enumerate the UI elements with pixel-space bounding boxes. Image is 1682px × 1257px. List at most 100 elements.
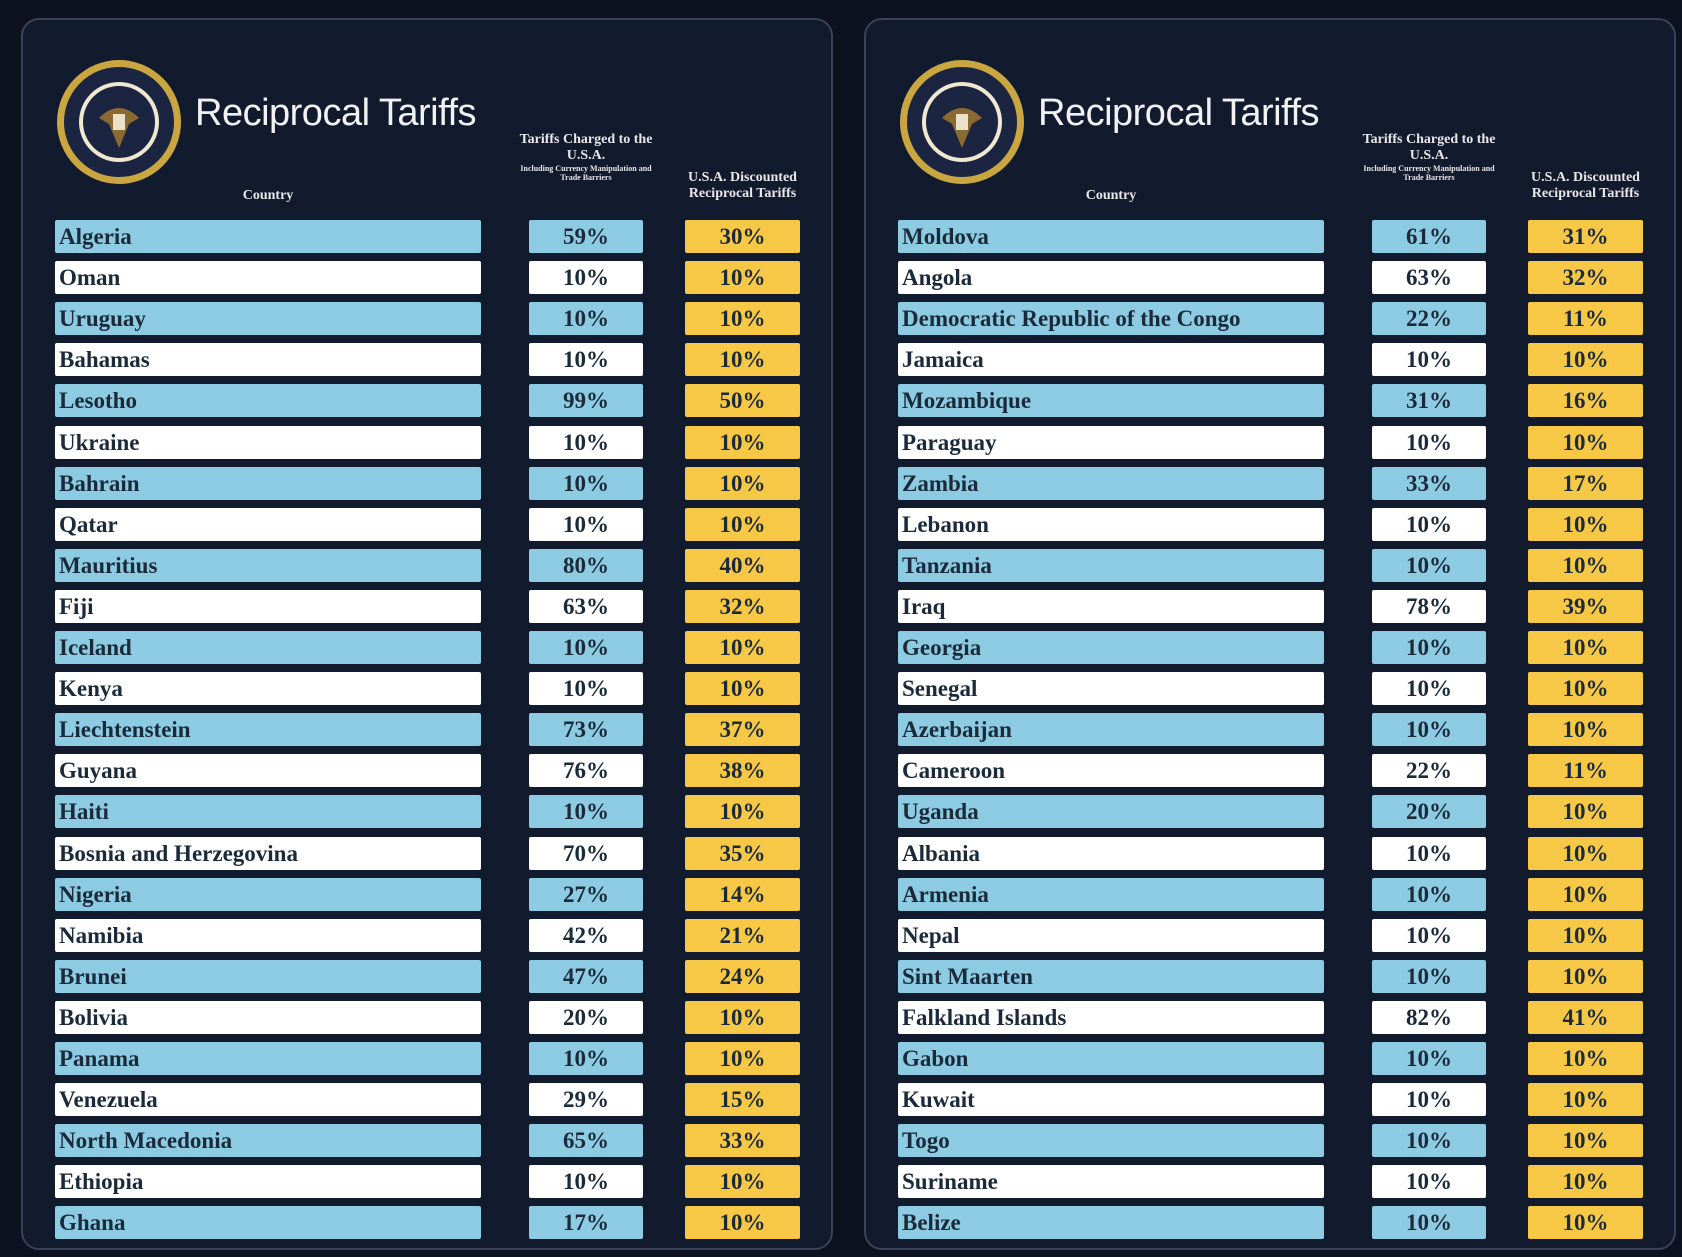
reciprocal-tariff: 39%	[1528, 589, 1643, 623]
tariff-charged: 10%	[1372, 1083, 1486, 1117]
reciprocal-tariff: 10%	[685, 1000, 800, 1034]
panel-title: Reciprocal Tariffs	[1038, 92, 1320, 134]
country: Bosnia and Herzegovina	[55, 836, 481, 870]
tariff-charged: 73%	[529, 713, 643, 747]
reciprocal-tariff: 10%	[1528, 1124, 1643, 1158]
reciprocal-tariff: 10%	[1528, 795, 1643, 829]
tariff-charged: 80%	[529, 548, 643, 582]
presidential-seal	[57, 60, 181, 184]
country: Suriname	[898, 1165, 1324, 1199]
country: Zambia	[898, 466, 1324, 500]
country: Oman	[55, 261, 481, 295]
reciprocal-tariff: 32%	[685, 589, 800, 623]
country: Sint Maarten	[898, 959, 1324, 993]
country: Moldova	[898, 220, 1324, 253]
tariff-charged: 17%	[529, 1206, 643, 1240]
country: Haiti	[55, 795, 481, 829]
country: Cameroon	[898, 754, 1324, 788]
tariff-charged: 10%	[1372, 672, 1486, 706]
reciprocal-tariff: 30%	[685, 220, 800, 253]
reciprocal-tariff: 17%	[1528, 466, 1643, 500]
country: Gabon	[898, 1042, 1324, 1075]
tariff-charged: 33%	[1372, 466, 1486, 500]
panel: Reciprocal Tariffs Country Tariffs Charged…	[864, 18, 1676, 1250]
country: Democratic Republic of the Congo	[898, 302, 1324, 336]
reciprocal-tariff: 10%	[1528, 507, 1643, 541]
country: Jamaica	[898, 343, 1324, 377]
tariff-charged: 10%	[529, 631, 643, 664]
reciprocal-tariff: 11%	[1528, 302, 1643, 336]
country: Paraguay	[898, 425, 1324, 459]
country: Belize	[898, 1206, 1324, 1240]
tariff-charged: 10%	[1372, 713, 1486, 747]
reciprocal-tariff: 21%	[685, 918, 800, 952]
tariff-charged: 61%	[1372, 220, 1486, 253]
country: Ghana	[55, 1206, 481, 1240]
tariff-charged: 29%	[529, 1083, 643, 1117]
country: Togo	[898, 1124, 1324, 1158]
tariff-charged: 10%	[1372, 1042, 1486, 1075]
country: Namibia	[55, 918, 481, 952]
reciprocal-tariff: 10%	[685, 672, 800, 706]
reciprocal-tariff: 41%	[1528, 1000, 1643, 1034]
tariff-charged: 76%	[529, 754, 643, 788]
reciprocal-tariff: 10%	[1528, 343, 1643, 377]
reciprocal-tariff: 11%	[1528, 754, 1643, 788]
reciprocal-tariff: 10%	[1528, 959, 1643, 993]
country: Kuwait	[898, 1083, 1324, 1117]
tariff-charged: 10%	[1372, 548, 1486, 582]
tariff-charged: 10%	[529, 672, 643, 706]
country: Liechtenstein	[55, 713, 481, 747]
tariff-charged: 20%	[1372, 795, 1486, 829]
reciprocal-tariff: 10%	[685, 1042, 800, 1075]
reciprocal-tariff: 14%	[685, 877, 800, 911]
reciprocal-tariff: 10%	[685, 466, 800, 500]
header-text: Tariffs Charged to the U.S.A.	[1362, 132, 1496, 163]
tariff-charged: 10%	[1372, 877, 1486, 911]
country: Algeria	[55, 220, 481, 253]
reciprocal-tariff: 10%	[1528, 425, 1643, 459]
column-header: Country	[242, 188, 294, 203]
presidential-seal	[900, 60, 1024, 184]
country: Georgia	[898, 631, 1324, 664]
reciprocal-tariff: 10%	[1528, 918, 1643, 952]
reciprocal-tariff: 10%	[1528, 672, 1643, 706]
country: Qatar	[55, 507, 481, 541]
tariff-charged: 65%	[529, 1124, 643, 1158]
reciprocal-tariff: 10%	[1528, 877, 1643, 911]
country: Guyana	[55, 754, 481, 788]
tariff-charged: 10%	[529, 302, 643, 336]
country: Bahrain	[55, 466, 481, 500]
country: Iceland	[55, 631, 481, 664]
tariff-charged: 10%	[1372, 631, 1486, 664]
header-note: Including Currency Manipulation and Trad…	[520, 164, 652, 182]
country: Ethiopia	[55, 1165, 481, 1199]
tariff-charged: 42%	[529, 918, 643, 952]
tariff-charged: 10%	[1372, 836, 1486, 870]
reciprocal-tariff: 38%	[685, 754, 800, 788]
tariff-charged: 63%	[529, 589, 643, 623]
tariff-charged: 20%	[529, 1000, 643, 1034]
tariff-charged: 10%	[1372, 507, 1486, 541]
reciprocal-tariff: 15%	[685, 1083, 800, 1117]
reciprocal-tariff: 10%	[1528, 1083, 1643, 1117]
tariff-charged: 10%	[529, 343, 643, 377]
tariff-charged: 78%	[1372, 589, 1486, 623]
reciprocal-tariff: 10%	[1528, 713, 1643, 747]
tariff-charged: 10%	[1372, 1206, 1486, 1240]
reciprocal-tariff: 10%	[685, 1206, 800, 1240]
country: Lesotho	[55, 384, 481, 418]
column-header: U.S.A. Discounted Reciprocal Tariffs	[1531, 170, 1640, 201]
tariff-charged: 10%	[1372, 1124, 1486, 1158]
header-note: Including Currency Manipulation and Trad…	[1363, 164, 1495, 182]
tariff-charged: 10%	[529, 261, 643, 295]
country: Falkland Islands	[898, 1000, 1324, 1034]
tariff-charged: 63%	[1372, 261, 1486, 295]
reciprocal-tariff: 10%	[685, 343, 800, 377]
tariff-charged: 82%	[1372, 1000, 1486, 1034]
tariff-charged: 59%	[529, 220, 643, 253]
tariff-charged: 10%	[529, 425, 643, 459]
tariff-charged: 10%	[529, 507, 643, 541]
country: Venezuela	[55, 1083, 481, 1117]
panel: Reciprocal Tariffs Country Tariffs Charged…	[21, 18, 833, 1250]
